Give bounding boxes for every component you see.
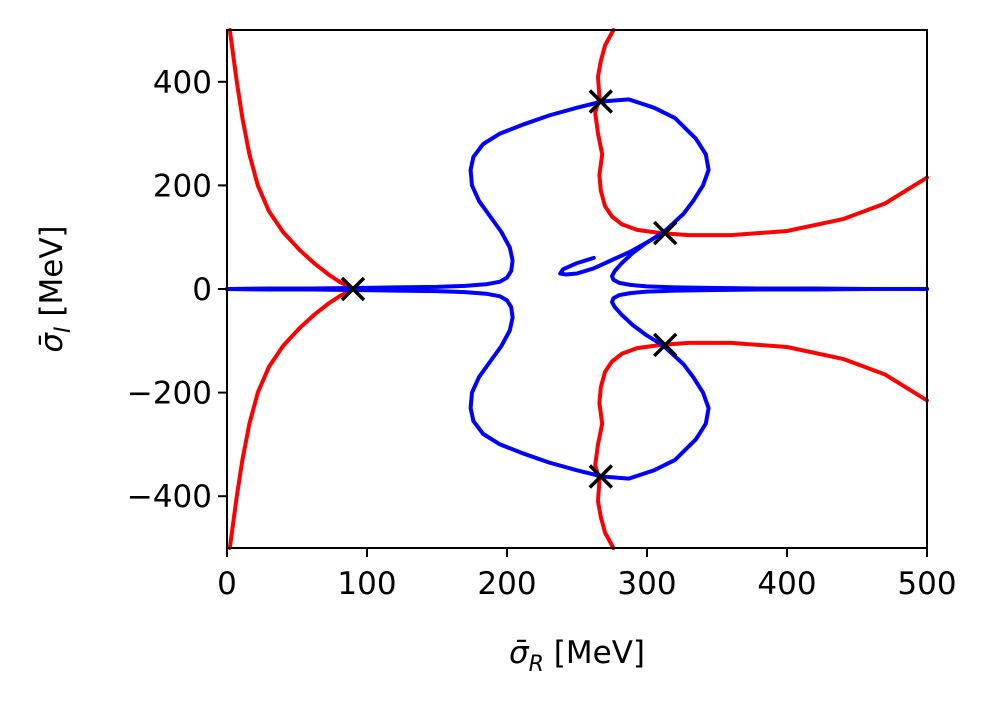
x-tick-label: 400 — [757, 566, 816, 602]
x-tick-label: 500 — [897, 566, 956, 602]
series-layer — [225, 28, 929, 550]
x-tick-label: 100 — [337, 566, 396, 602]
x-tick-label: 300 — [617, 566, 676, 602]
series-line-5 — [225, 287, 711, 481]
y-axis-label: σ̄I [MeV] — [34, 225, 76, 352]
series-line-9 — [558, 231, 665, 277]
x-marker-1 — [340, 276, 366, 302]
series-line-7 — [610, 287, 929, 347]
series-line-2 — [227, 287, 357, 550]
y-tick-label: 200 — [153, 168, 212, 204]
markers-layer — [340, 89, 678, 489]
x-marker-5 — [652, 332, 678, 358]
x-marker-3 — [588, 464, 614, 489]
y-tick-label: −400 — [127, 479, 212, 515]
x-marker-2 — [588, 89, 614, 114]
series-line-6 — [225, 97, 711, 291]
y-axis: −400 −200 0 200 400 — [127, 65, 227, 515]
series-line-1 — [227, 28, 357, 291]
series-line-4 — [593, 340, 929, 550]
y-tick-label: 400 — [153, 65, 212, 101]
x-tick-label: 0 — [217, 566, 237, 602]
x-axis: 0 100 200 300 400 500 — [217, 548, 957, 602]
y-tick-label: 0 — [192, 272, 212, 308]
series-line-8 — [610, 231, 929, 291]
x-tick-label: 200 — [477, 566, 536, 602]
series-line-3 — [593, 28, 929, 238]
x-axis-label: σ̄R [MeV] — [509, 635, 645, 677]
y-tick-label: −200 — [127, 376, 212, 412]
x-marker-4 — [652, 220, 678, 246]
